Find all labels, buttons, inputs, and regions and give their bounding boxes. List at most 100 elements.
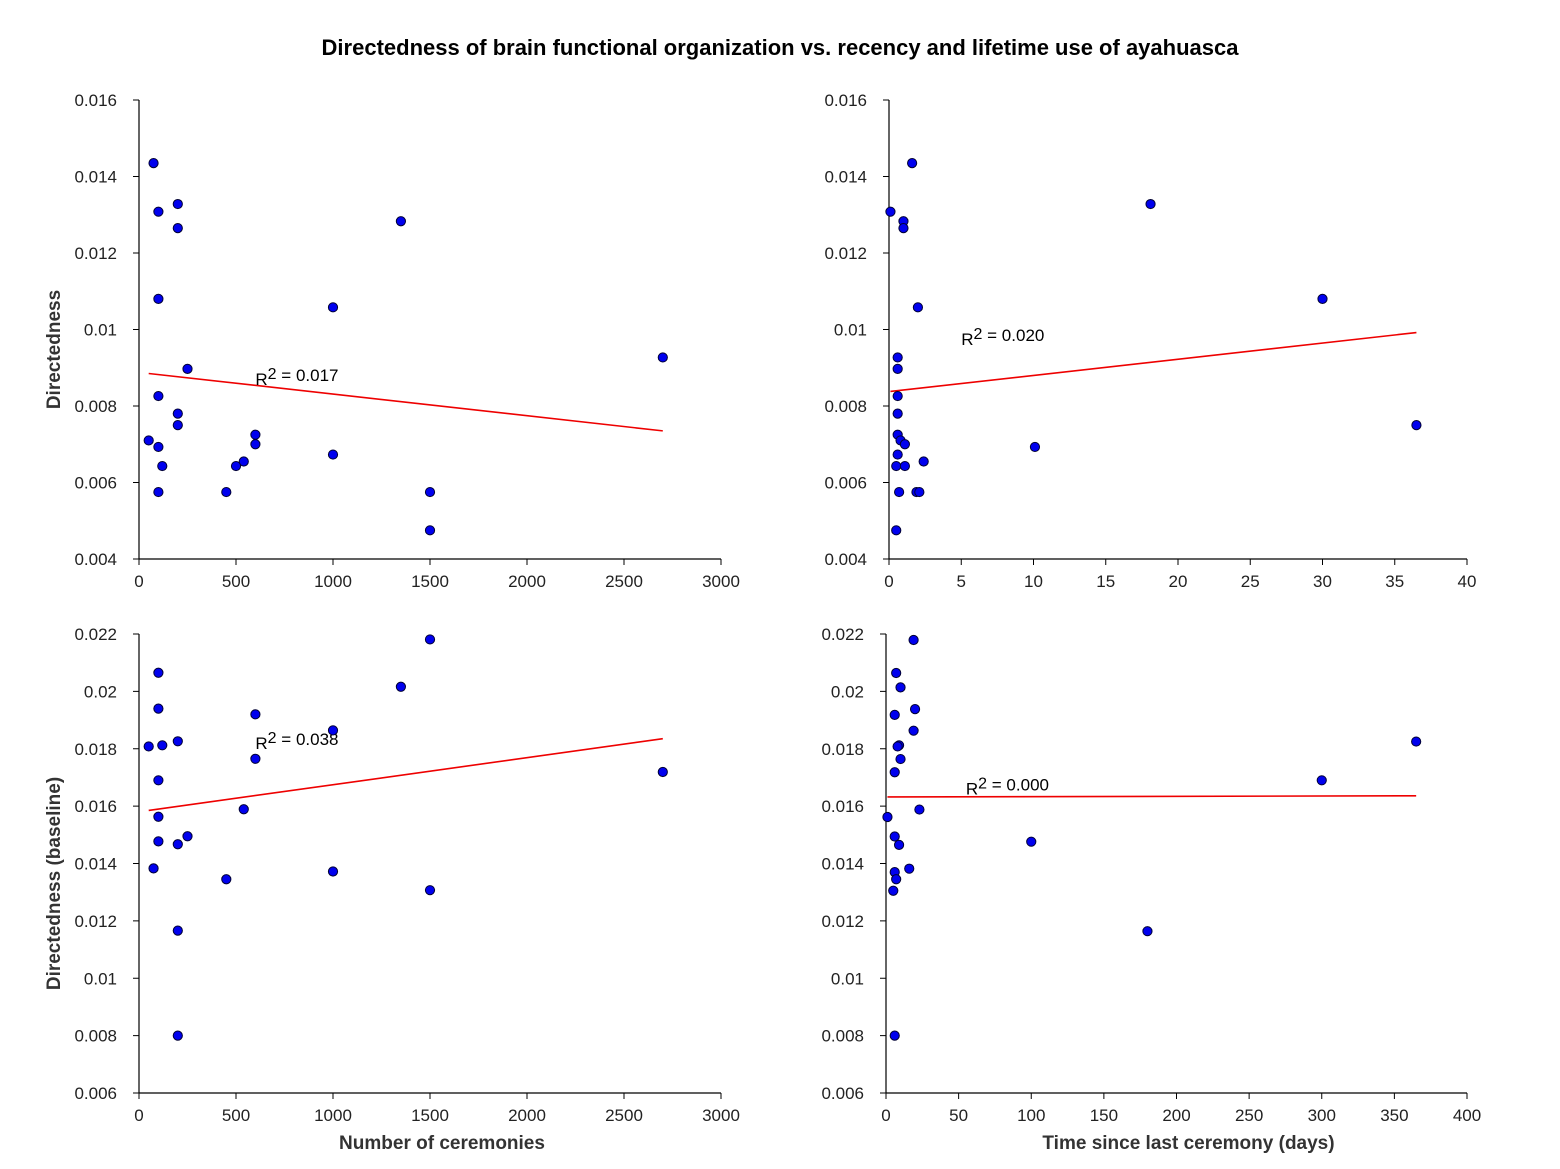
x-tick-label: 350 [1380, 1106, 1408, 1125]
data-point [882, 811, 893, 823]
data-point [148, 158, 159, 169]
data-point [153, 703, 164, 714]
chart-panel-1: 0 500 1000 1500 2000 2500 3000 0.004 0.006 0.008 0… [44, 91, 740, 591]
y-tick-label: 0.01 [84, 321, 117, 340]
x-tick-label: 0 [881, 1106, 890, 1125]
data-point [153, 667, 164, 678]
data-point [1142, 926, 1153, 937]
x-tick-label: 50 [949, 1106, 968, 1125]
y-tick-label: 0.012 [821, 912, 864, 931]
y-tick-label: 0.014 [824, 168, 867, 187]
data-point [893, 839, 905, 850]
x-tick-label: 2000 [508, 572, 546, 591]
y-tick-label: 0.006 [74, 474, 117, 493]
data-point [895, 682, 906, 693]
data-point [143, 435, 154, 446]
regression-line [890, 331, 1417, 393]
data-point [424, 885, 436, 896]
x-tick-label: 1500 [411, 1106, 449, 1125]
data-point [172, 925, 183, 936]
data-point [153, 206, 164, 217]
regression-line [887, 794, 1417, 798]
y-tick-label: 0.004 [74, 550, 117, 569]
data-point [889, 831, 900, 842]
y-tick-label: 0.014 [74, 855, 117, 874]
y-axis-label: Directedness [44, 290, 65, 409]
data-point [157, 460, 168, 472]
y-tick-label: 0.016 [74, 91, 117, 110]
data-point [172, 223, 183, 234]
data-point [892, 363, 903, 374]
data-point [424, 525, 436, 536]
data-point [891, 525, 902, 536]
data-point [250, 709, 261, 720]
data-point [657, 352, 668, 363]
data-point [172, 420, 183, 431]
data-point [153, 775, 164, 786]
data-point [172, 839, 183, 850]
x-tick-label: 10 [1024, 572, 1043, 591]
data-point [895, 753, 906, 765]
x-tick-label: 400 [1453, 1106, 1481, 1125]
data-point [889, 1030, 900, 1041]
data-point [153, 836, 164, 847]
x-tick-label: 1000 [314, 572, 352, 591]
y-tick-label: 0.004 [824, 550, 867, 569]
y-tick-label: 0.012 [74, 912, 117, 931]
x-axis-label: Time since last ceremony (days) [1042, 1133, 1334, 1154]
y-tick-label: 0.022 [821, 625, 864, 644]
y-tick-label: 0.01 [84, 969, 117, 988]
r-squared-annotation: R2 = 0.000 [966, 776, 1049, 799]
charts-container: 0 500 1000 1500 2000 2500 30000.0040.0060.0080… [44, 91, 1481, 1154]
x-tick-label: 1000 [314, 1106, 352, 1125]
y-axis-label: Directedness (baseline) [44, 777, 65, 990]
regression-line [148, 737, 663, 812]
r-squared-annotation: R2 = 0.017 [255, 366, 338, 389]
data-point [238, 804, 249, 815]
r-squared-annotation: R2 = 0.038 [255, 730, 338, 753]
data-point [238, 456, 249, 467]
data-point [153, 811, 164, 822]
x-tick-label: 30 [1313, 572, 1332, 591]
x-tick-label: 500 [222, 572, 250, 591]
data-point [657, 766, 668, 778]
data-point [914, 804, 925, 815]
data-point [424, 634, 436, 645]
data-point [182, 831, 193, 842]
y-tick-label: 0.006 [74, 1084, 117, 1103]
y-tick-label: 0.016 [74, 797, 117, 816]
x-tick-label: 35 [1385, 572, 1404, 591]
y-tick-label: 0.016 [824, 91, 867, 110]
data-point [891, 667, 902, 679]
data-point [1316, 775, 1327, 786]
data-point [250, 429, 261, 440]
x-tick-label: 300 [1308, 1106, 1336, 1125]
x-tick-label: 0 [884, 572, 893, 591]
data-point [153, 390, 164, 402]
data-point [912, 302, 924, 313]
y-tick-label: 0.01 [834, 321, 867, 340]
x-tick-label: 3000 [702, 572, 740, 591]
data-point [153, 486, 164, 498]
y-tick-label: 0.01 [831, 969, 864, 988]
data-point [172, 198, 183, 210]
y-tick-label: 0.02 [831, 682, 864, 701]
x-tick-label: 100 [1017, 1106, 1045, 1125]
data-point [899, 439, 910, 450]
y-tick-label: 0.022 [74, 625, 117, 644]
y-tick-label: 0.008 [74, 1027, 117, 1046]
data-point [221, 874, 232, 885]
x-tick-label: 1500 [411, 572, 449, 591]
y-tick-label: 0.014 [821, 855, 864, 874]
y-tick-label: 0.014 [74, 168, 117, 187]
data-point [143, 741, 154, 752]
x-tick-label: 200 [1162, 1106, 1190, 1125]
data-point [914, 486, 925, 498]
data-point [327, 866, 339, 877]
data-point [892, 449, 903, 460]
data-point [148, 863, 159, 874]
x-tick-label: 0 [134, 572, 143, 591]
y-tick-label: 0.012 [824, 244, 867, 263]
data-point [907, 158, 918, 169]
data-point [891, 460, 902, 472]
